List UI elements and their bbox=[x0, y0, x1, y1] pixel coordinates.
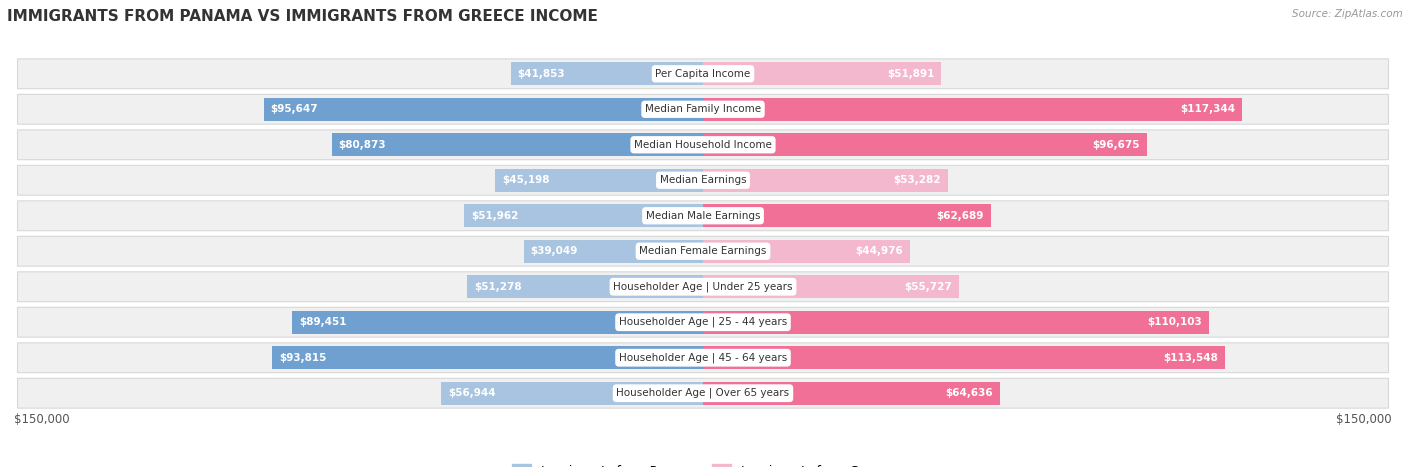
Text: $64,636: $64,636 bbox=[945, 388, 993, 398]
Bar bbox=[703, 240, 910, 263]
Text: $51,278: $51,278 bbox=[474, 282, 522, 292]
Bar bbox=[332, 133, 703, 156]
Bar bbox=[467, 275, 703, 298]
Text: $45,198: $45,198 bbox=[502, 175, 550, 185]
Text: $117,344: $117,344 bbox=[1180, 104, 1234, 114]
Text: $150,000: $150,000 bbox=[1336, 413, 1392, 426]
Text: $110,103: $110,103 bbox=[1147, 317, 1202, 327]
Bar bbox=[703, 169, 948, 192]
FancyBboxPatch shape bbox=[17, 165, 1389, 195]
Text: $96,675: $96,675 bbox=[1092, 140, 1140, 150]
FancyBboxPatch shape bbox=[17, 236, 1389, 266]
Text: $95,647: $95,647 bbox=[270, 104, 318, 114]
Text: $56,944: $56,944 bbox=[449, 388, 496, 398]
Bar bbox=[264, 98, 703, 121]
Text: Median Earnings: Median Earnings bbox=[659, 175, 747, 185]
Text: Householder Age | 45 - 64 years: Householder Age | 45 - 64 years bbox=[619, 353, 787, 363]
FancyBboxPatch shape bbox=[17, 59, 1389, 89]
Text: $113,548: $113,548 bbox=[1163, 353, 1218, 363]
Text: Per Capita Income: Per Capita Income bbox=[655, 69, 751, 79]
Bar bbox=[703, 98, 1241, 121]
Text: $93,815: $93,815 bbox=[278, 353, 326, 363]
Text: $51,891: $51,891 bbox=[887, 69, 935, 79]
Bar bbox=[703, 382, 1000, 405]
Legend: Immigrants from Panama, Immigrants from Greece: Immigrants from Panama, Immigrants from … bbox=[506, 459, 900, 467]
Text: Median Male Earnings: Median Male Earnings bbox=[645, 211, 761, 221]
Bar bbox=[495, 169, 703, 192]
Bar bbox=[273, 346, 703, 369]
Text: Median Family Income: Median Family Income bbox=[645, 104, 761, 114]
Text: $44,976: $44,976 bbox=[855, 246, 903, 256]
Bar bbox=[523, 240, 703, 263]
Text: $39,049: $39,049 bbox=[530, 246, 578, 256]
Bar bbox=[510, 62, 703, 85]
Text: $41,853: $41,853 bbox=[517, 69, 565, 79]
Bar bbox=[292, 311, 703, 334]
Text: $51,962: $51,962 bbox=[471, 211, 519, 221]
Text: $62,689: $62,689 bbox=[936, 211, 984, 221]
FancyBboxPatch shape bbox=[17, 94, 1389, 124]
Bar bbox=[441, 382, 703, 405]
FancyBboxPatch shape bbox=[17, 272, 1389, 302]
Bar bbox=[703, 346, 1225, 369]
Text: $55,727: $55,727 bbox=[904, 282, 952, 292]
FancyBboxPatch shape bbox=[17, 307, 1389, 337]
Text: IMMIGRANTS FROM PANAMA VS IMMIGRANTS FROM GREECE INCOME: IMMIGRANTS FROM PANAMA VS IMMIGRANTS FRO… bbox=[7, 9, 598, 24]
FancyBboxPatch shape bbox=[17, 343, 1389, 373]
FancyBboxPatch shape bbox=[17, 201, 1389, 231]
Text: $53,282: $53,282 bbox=[893, 175, 941, 185]
Text: Median Female Earnings: Median Female Earnings bbox=[640, 246, 766, 256]
FancyBboxPatch shape bbox=[17, 130, 1389, 160]
Text: Householder Age | 25 - 44 years: Householder Age | 25 - 44 years bbox=[619, 317, 787, 327]
FancyBboxPatch shape bbox=[17, 378, 1389, 408]
Bar bbox=[703, 275, 959, 298]
Text: Source: ZipAtlas.com: Source: ZipAtlas.com bbox=[1292, 9, 1403, 19]
Text: $80,873: $80,873 bbox=[339, 140, 387, 150]
Bar bbox=[703, 133, 1147, 156]
Bar bbox=[703, 62, 942, 85]
Text: Householder Age | Over 65 years: Householder Age | Over 65 years bbox=[616, 388, 790, 398]
Text: Median Household Income: Median Household Income bbox=[634, 140, 772, 150]
Text: $89,451: $89,451 bbox=[299, 317, 346, 327]
Bar bbox=[464, 204, 703, 227]
Text: $150,000: $150,000 bbox=[14, 413, 70, 426]
Bar bbox=[703, 311, 1209, 334]
Bar bbox=[703, 204, 991, 227]
Text: Householder Age | Under 25 years: Householder Age | Under 25 years bbox=[613, 282, 793, 292]
